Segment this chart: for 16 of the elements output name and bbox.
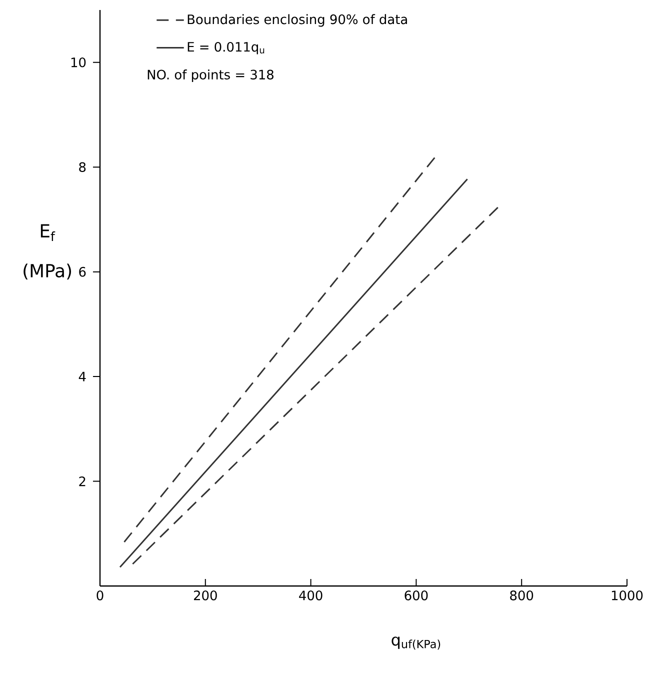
annotation: NO. of points = 318 [148,69,274,82]
x-tick-label: 0 [96,590,104,600]
y-tick-label: 8 [79,162,86,172]
x-tick-label: 1000 [612,590,643,600]
x-tick-label: 200 [194,590,217,600]
legend-label: E = 0.011q$_{u}$ [188,42,264,54]
y-tick-label: 2 [79,476,86,486]
text: E$_{f}$ (MPa) [24,224,72,280]
y-tick-label: 4 [78,372,86,382]
legend-label: Boundaries enclosing 90% of data [188,14,408,27]
y-tick-label: 6 [79,266,86,277]
x-tick-label: 400 [299,590,322,600]
x-tick-label: 800 [510,590,534,600]
x-tick-label: 600 [404,590,428,600]
y-tick-label: 10 [72,57,86,68]
x-axis-title: q$_{uf(KPa)}$ [392,636,440,650]
